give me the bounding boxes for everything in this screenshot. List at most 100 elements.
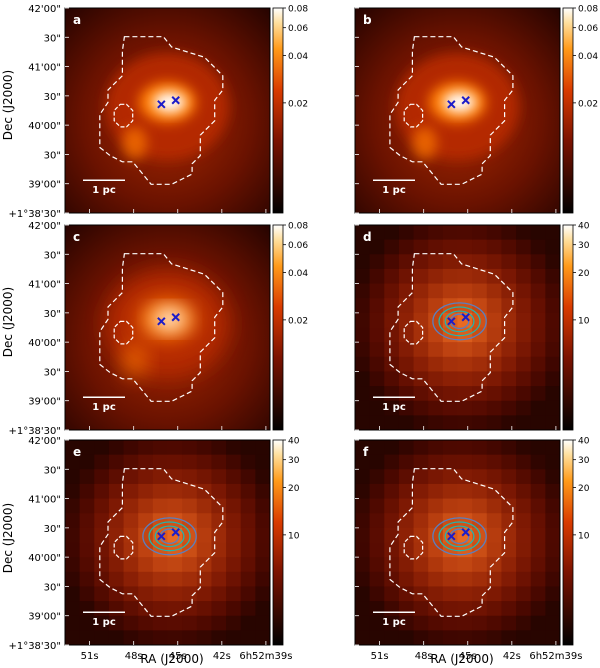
map-pixel [108, 483, 125, 500]
map-pixel [123, 557, 139, 573]
map-pixel [516, 630, 532, 645]
region-hole-outline [113, 103, 134, 128]
map-pixel [384, 513, 400, 529]
map-pixel [545, 327, 560, 343]
colorbar [272, 439, 284, 646]
map-pixel [472, 268, 488, 285]
map-pixel [457, 415, 473, 430]
map-pixel [428, 239, 444, 255]
colorbar [272, 224, 284, 431]
map-pixel [486, 386, 502, 402]
map-pixel [108, 542, 125, 558]
panel-letter: d [363, 230, 372, 244]
map-pixel [226, 454, 242, 470]
map-pixel [94, 557, 110, 573]
map-pixel [428, 371, 444, 387]
region-outline [99, 253, 224, 402]
map-pixel [413, 513, 429, 529]
map-pixel [530, 254, 546, 270]
emission-contour [444, 310, 475, 333]
colorbar-tick-label: 0.02 [288, 316, 308, 326]
map-pixel [355, 527, 371, 543]
map-pixel [413, 268, 429, 285]
region-outline [389, 253, 514, 402]
map-pixel [355, 342, 371, 358]
map-pixel [79, 498, 95, 514]
region-hole-outline [403, 320, 424, 345]
map-pixel [428, 483, 444, 500]
map-pixel [516, 483, 532, 500]
map-pixel [501, 630, 517, 645]
map-pixel [108, 527, 125, 543]
map-pixel [108, 571, 125, 587]
map-pixel [442, 586, 458, 602]
x-tick-label: 48s [415, 651, 433, 662]
map-pixel [457, 454, 473, 470]
map-pixel [79, 483, 95, 500]
map-pixel [472, 630, 488, 645]
map-pixel [369, 298, 385, 314]
emission-contour [432, 302, 487, 341]
colorbar-tick-label: 30 [288, 456, 300, 466]
map-pixel [255, 440, 270, 456]
y-tick-label: 42'00" [28, 4, 61, 15]
source-marker [447, 317, 456, 326]
map-pixel [369, 513, 385, 529]
map-pixel [428, 630, 444, 645]
map-pixel [211, 542, 227, 558]
map-pixel [442, 225, 458, 241]
map-pixel [108, 615, 125, 631]
map-pixel [501, 586, 517, 602]
map-pixel [413, 498, 429, 514]
map-pixel [94, 498, 110, 514]
map-pixel [384, 225, 400, 241]
map-pixel [240, 557, 256, 573]
map-pixel [108, 586, 125, 602]
map-pixel [167, 527, 183, 543]
map-pixel [138, 469, 154, 485]
map-image [355, 8, 560, 213]
map-pixel [255, 601, 270, 617]
map-pixel [384, 342, 400, 358]
colorbar [272, 7, 284, 214]
map-pixel [516, 557, 532, 573]
map-blob [412, 126, 438, 160]
region-outline [99, 468, 224, 617]
map-pixel [413, 342, 429, 358]
map-pixel [530, 483, 546, 500]
map-pixel [79, 615, 95, 631]
map-pixel [369, 312, 385, 328]
map-pixel [501, 415, 517, 430]
map-pixel [255, 454, 270, 470]
map-pixel [472, 225, 488, 241]
map-pixel [167, 586, 183, 602]
map-pixel [94, 483, 110, 500]
map-pixel [79, 557, 95, 573]
map-pixel [472, 571, 488, 587]
colorbar-tick-label: 0.04 [288, 52, 308, 62]
map-pixel [138, 630, 154, 645]
map-pixel [355, 630, 371, 645]
map-pixel [355, 268, 371, 285]
map-pixel [384, 469, 400, 485]
y-tick-label: 30" [44, 250, 61, 261]
map-pixel [545, 440, 560, 456]
map-pixel [442, 483, 458, 500]
map-pixel [516, 327, 532, 343]
map-pixel [442, 371, 458, 387]
map-pixel [501, 601, 517, 617]
map-pixel [486, 601, 502, 617]
y-tick-label: +1°38'30" [8, 641, 61, 652]
map-pixel [457, 386, 473, 402]
map-pixel [182, 483, 198, 500]
map-pixel [369, 630, 385, 645]
map-pixel [545, 601, 560, 617]
y-tick-label: 39'00" [28, 612, 61, 623]
map-pixel [472, 254, 488, 270]
map-pixel [108, 513, 125, 529]
map-pixel [123, 615, 139, 631]
map-pixel [413, 454, 429, 470]
map-pixel [240, 440, 256, 456]
map-pixel [516, 225, 532, 241]
map-pixel [167, 557, 183, 573]
